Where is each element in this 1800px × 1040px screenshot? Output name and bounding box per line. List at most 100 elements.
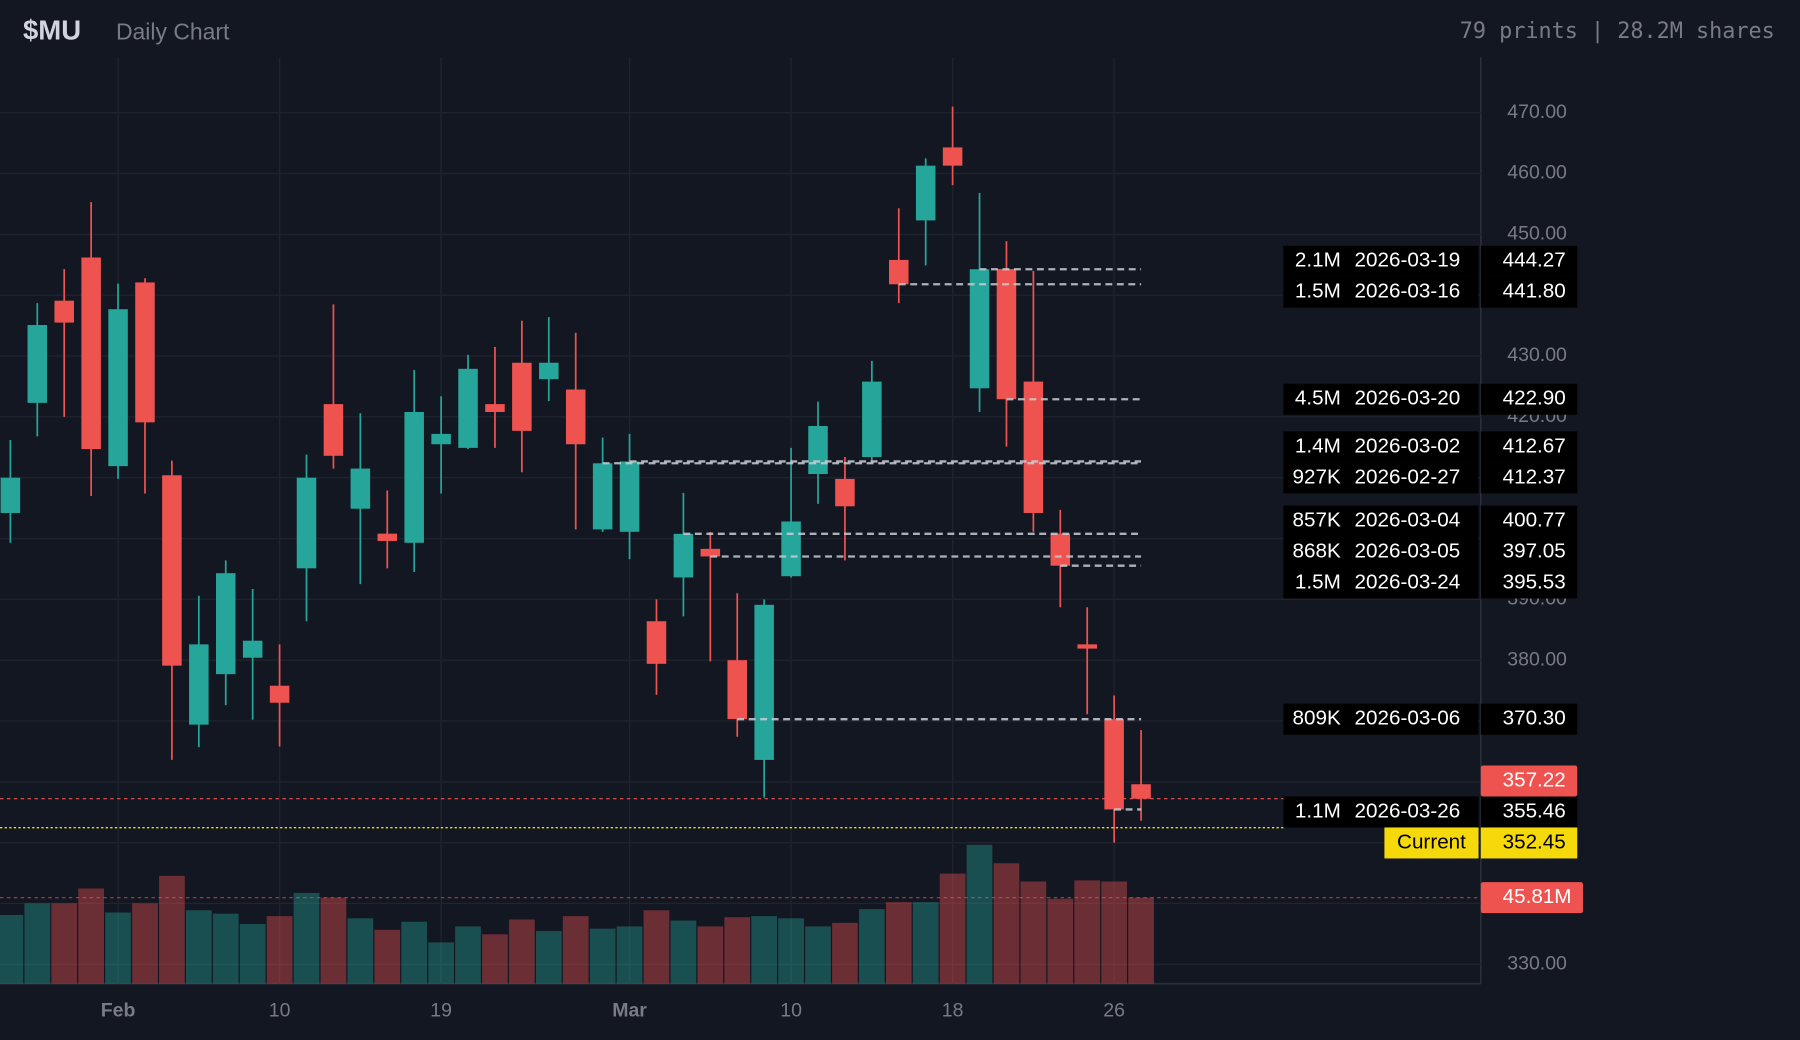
level-date: 2026-03-16	[1355, 280, 1461, 303]
candle-body	[781, 521, 801, 577]
chart-subtitle: Daily Chart	[116, 18, 230, 44]
volume-label: 45.81M	[1503, 885, 1572, 908]
volume-bar	[428, 942, 454, 984]
candle-body	[808, 425, 828, 475]
volume-bar	[293, 892, 320, 984]
level-box	[1283, 276, 1479, 308]
current-box	[1384, 827, 1479, 859]
y-tick-label: 330.00	[1507, 952, 1567, 974]
volume-bar	[643, 910, 670, 984]
chart-title: $MU	[23, 14, 81, 45]
candle-body	[431, 433, 451, 445]
candle-body	[135, 282, 155, 423]
volume-bar	[535, 930, 562, 984]
current-label: Current	[1397, 830, 1466, 853]
level-volume: 927K	[1293, 465, 1341, 488]
candle-body	[1104, 719, 1124, 810]
volume-bar	[51, 903, 78, 984]
level-price-box	[1480, 796, 1578, 828]
candle-body	[539, 362, 559, 380]
candle-body	[996, 269, 1017, 400]
candle-body	[727, 660, 748, 720]
y-tick-label: 380.00	[1507, 648, 1567, 670]
candle-body	[323, 404, 344, 456]
candle-body	[162, 475, 182, 666]
level-date: 2026-03-19	[1355, 249, 1461, 272]
candle-body	[646, 621, 667, 664]
level-date: 2026-03-02	[1355, 434, 1461, 457]
x-tick-label: 19	[430, 999, 452, 1021]
volume-bar	[266, 916, 293, 984]
volume-bar	[1047, 898, 1074, 984]
candle-body	[512, 362, 532, 431]
candle-body	[592, 463, 613, 530]
candle-body	[889, 259, 909, 285]
volume-bar	[509, 919, 535, 984]
level-volume: 857K	[1293, 508, 1341, 531]
volume-bar	[616, 926, 643, 984]
level-price: 441.80	[1503, 280, 1566, 303]
volume-bar	[455, 926, 481, 984]
x-tick-label: 10	[269, 999, 291, 1021]
candle-body	[485, 404, 505, 413]
volume-bar	[724, 917, 751, 984]
level-date: 2026-02-27	[1355, 465, 1461, 488]
volume-bar	[1020, 881, 1047, 984]
level-price: 400.77	[1503, 508, 1566, 531]
level-date: 2026-03-05	[1355, 539, 1461, 562]
level-price: 412.67	[1503, 434, 1566, 457]
candle-body	[81, 257, 101, 450]
summary: 79 prints | 28.2M shares	[1460, 19, 1775, 44]
y-tick-label: 470.00	[1507, 101, 1567, 123]
volume-bar	[1128, 897, 1154, 984]
level-box	[1283, 245, 1479, 277]
level-box	[1283, 462, 1479, 494]
volume-bar	[885, 902, 912, 984]
level-price: 397.05	[1503, 539, 1566, 562]
level-price: 370.30	[1503, 707, 1566, 730]
volume-bar	[697, 926, 724, 984]
level-price-box	[1480, 383, 1578, 415]
level-price-box	[1480, 276, 1578, 308]
volume-bar	[562, 916, 589, 984]
current-price: 352.45	[1503, 830, 1566, 853]
candle-body	[108, 309, 128, 467]
volume-bar	[24, 903, 51, 984]
candle-body	[754, 604, 774, 760]
level-date: 2026-03-06	[1355, 707, 1461, 730]
current-price-box	[1480, 827, 1578, 859]
level-price-box	[1480, 462, 1578, 494]
level-price-box	[1480, 245, 1578, 277]
level-price-box	[1480, 505, 1578, 537]
level-box	[1283, 383, 1479, 415]
volume-bar	[320, 897, 347, 984]
candle-body	[296, 477, 317, 569]
volume-bar	[993, 863, 1020, 984]
candle-body	[1077, 644, 1097, 649]
x-tick-label: 18	[942, 999, 964, 1021]
level-volume: 2.1M	[1295, 249, 1341, 272]
last-price-box	[1480, 765, 1578, 797]
candle-body	[458, 368, 478, 448]
volume-bar	[1101, 881, 1127, 984]
level-date: 2026-03-26	[1355, 799, 1461, 822]
level-price-box	[1480, 567, 1578, 599]
level-price-box	[1480, 431, 1578, 463]
volume-bar	[751, 916, 778, 984]
volume-bar	[374, 929, 401, 984]
level-volume: 4.5M	[1295, 387, 1341, 410]
level-price-box	[1480, 536, 1578, 568]
candle-body	[942, 147, 963, 166]
level-box	[1283, 703, 1479, 735]
volume-bar	[159, 875, 185, 984]
volume-bar	[132, 903, 158, 984]
level-date: 2026-03-24	[1355, 570, 1461, 593]
candle-body	[27, 325, 48, 403]
x-tick-label: 26	[1103, 999, 1125, 1021]
candle-body	[1131, 784, 1151, 799]
volume-bar	[858, 909, 885, 984]
candle-body	[619, 461, 640, 532]
level-volume: 1.1M	[1295, 799, 1341, 822]
volume-bar	[482, 934, 508, 984]
candle-body	[915, 165, 936, 221]
